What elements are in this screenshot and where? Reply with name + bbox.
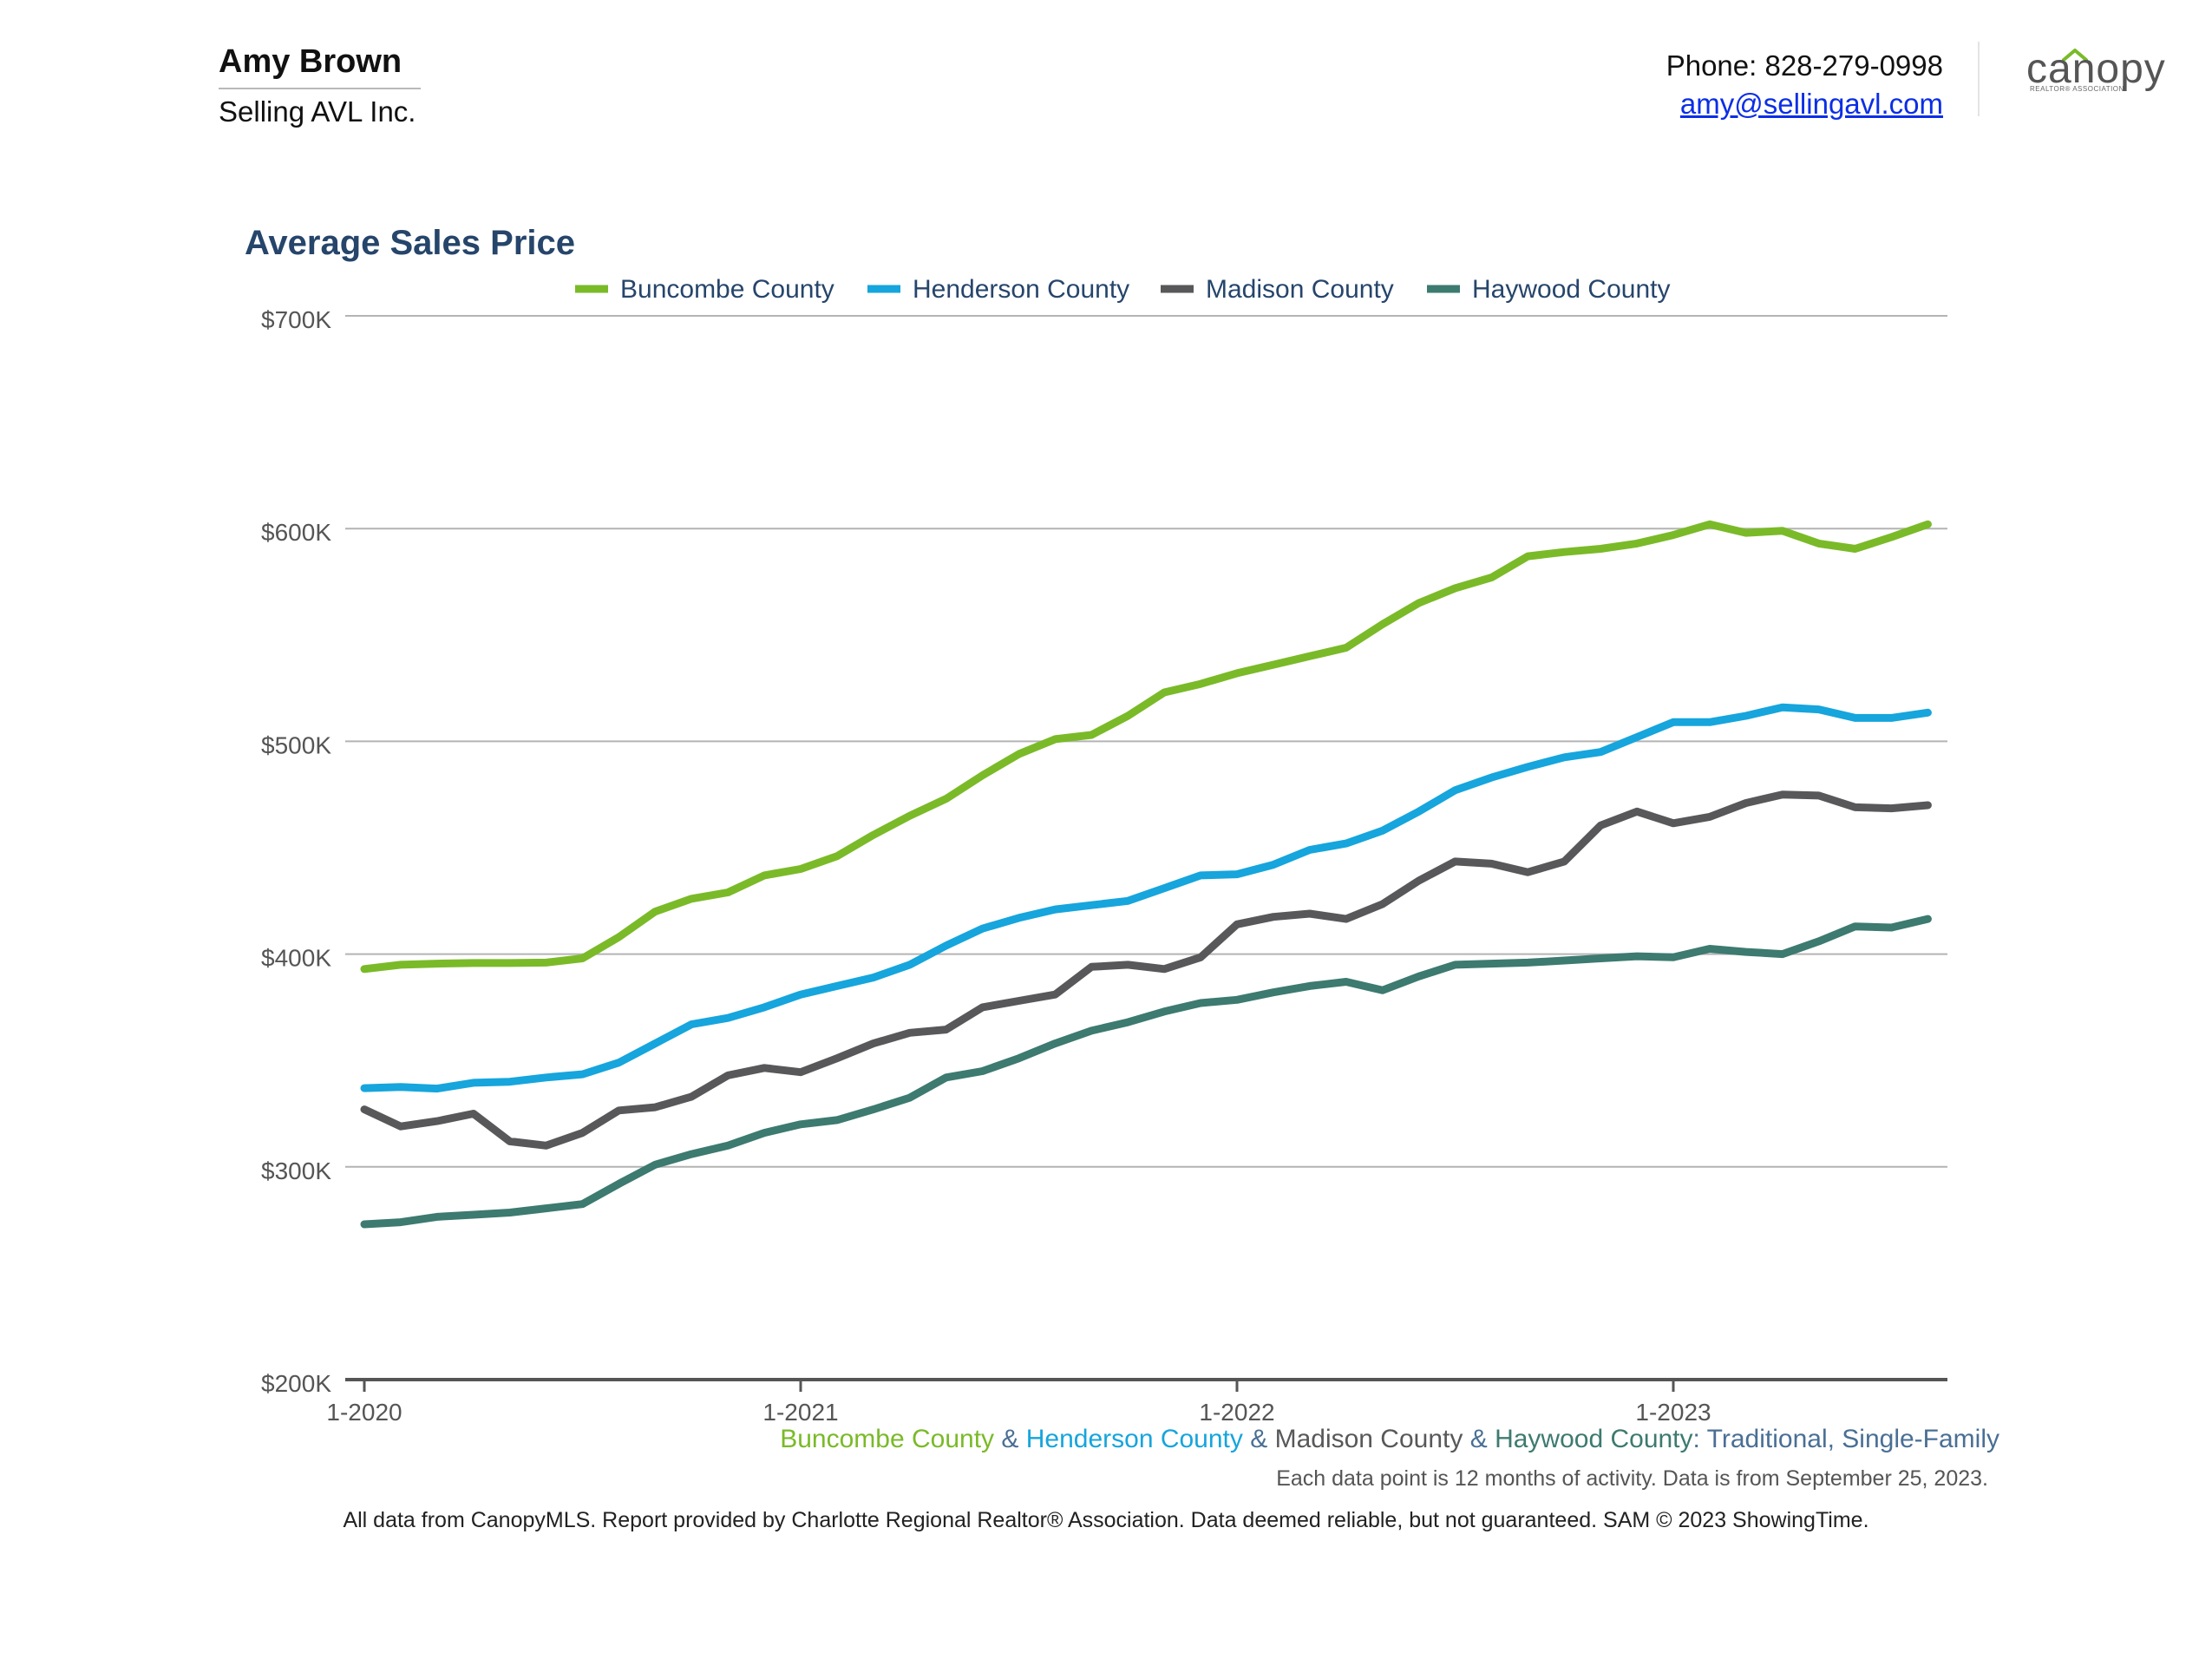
subtitle-part: Henderson County bbox=[1025, 1425, 1243, 1453]
y-tick-label: $600K bbox=[261, 519, 331, 546]
subtitle-part: & bbox=[1463, 1425, 1495, 1453]
subtitle-part: Buncombe County bbox=[780, 1425, 995, 1453]
contact-block: Phone: 828-279-0998 amy@sellingavl.com bbox=[1666, 47, 1943, 123]
x-tick-label: 1-2020 bbox=[326, 1399, 402, 1426]
legend-label: Buncombe County bbox=[620, 275, 834, 304]
y-tick-label: $300K bbox=[261, 1157, 331, 1184]
email-link[interactable]: amy@sellingavl.com bbox=[1679, 88, 1943, 120]
series-line bbox=[360, 703, 1932, 1093]
y-tick-label: $400K bbox=[261, 945, 331, 972]
series-line bbox=[360, 790, 1932, 1150]
chart-subtitle: Buncombe County & Henderson County & Mad… bbox=[780, 1425, 1999, 1454]
logo-wordmark: canopy bbox=[2026, 46, 2166, 92]
y-tick-label: $200K bbox=[261, 1370, 331, 1397]
series-line bbox=[360, 915, 1932, 1229]
data-note: Each data point is 12 months of activity… bbox=[1276, 1466, 1988, 1491]
roof-icon bbox=[2062, 49, 2088, 61]
agent-name-divider bbox=[219, 88, 421, 89]
logo-tagline: REALTOR® ASSOCIATION bbox=[2030, 85, 2124, 93]
footer-disclaimer: All data from CanopyMLS. Report provided… bbox=[343, 1508, 1869, 1532]
y-tick-label: $500K bbox=[261, 731, 331, 758]
legend-label: Madison County bbox=[1206, 275, 1394, 304]
subtitle-part: Madison County bbox=[1274, 1425, 1463, 1453]
legend-label: Henderson County bbox=[913, 275, 1129, 304]
subtitle-part: & bbox=[994, 1425, 1026, 1453]
subtitle-part: : Traditional, Single-Family bbox=[1692, 1425, 1999, 1453]
x-tick-label: 1-2023 bbox=[1635, 1399, 1711, 1426]
phone-number: Phone: 828-279-0998 bbox=[1666, 49, 1943, 82]
agent-company: Selling AVL Inc. bbox=[219, 95, 416, 128]
subtitle-part: Haywood County bbox=[1495, 1425, 1693, 1453]
canopy-logo: canopy REALTOR® ASSOCIATION bbox=[2019, 45, 2167, 106]
series-line bbox=[360, 520, 1932, 974]
x-tick-label: 1-2022 bbox=[1199, 1399, 1274, 1426]
subtitle-part: & bbox=[1242, 1425, 1275, 1453]
x-tick-label: 1-2021 bbox=[762, 1399, 838, 1426]
agent-name: Amy Brown bbox=[219, 43, 402, 80]
legend-label: Haywood County bbox=[1472, 275, 1670, 304]
header-divider bbox=[1978, 42, 1980, 116]
chart-title: Average Sales Price bbox=[245, 224, 575, 262]
y-tick-label: $700K bbox=[261, 306, 331, 333]
